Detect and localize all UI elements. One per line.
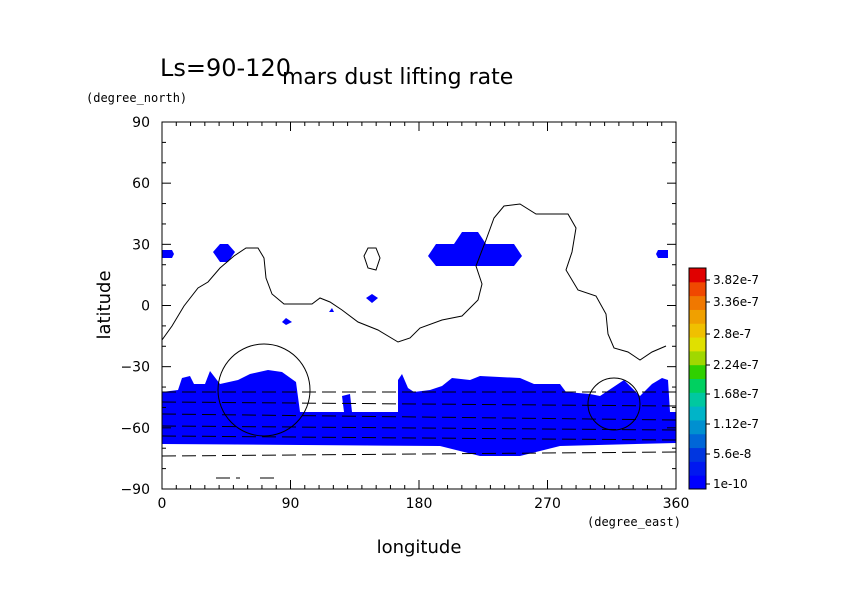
axis-ticks: [161, 121, 677, 490]
x-tick-label: 180: [406, 496, 433, 512]
south-polar-band: [162, 412, 676, 456]
dashed-contour-5: [162, 435, 676, 441]
colorbar-swatch: [689, 378, 706, 393]
contour-lines: [162, 203, 676, 479]
dashed-contour-4: [162, 425, 676, 431]
y-tick-label: 0: [141, 299, 150, 315]
colorbar-swatch: [689, 419, 706, 435]
y-tick-label: 60: [132, 176, 150, 192]
southern-lobe-east: [398, 374, 670, 412]
y-tick-label: −60: [120, 421, 150, 437]
northern-patch-edge-right: [656, 250, 668, 258]
crater-contour-west: [217, 343, 311, 437]
colorbar-label: 5.6e-8: [713, 447, 751, 461]
dashed-contour-6: [162, 451, 676, 457]
x-unit-label: (degree_east): [587, 515, 681, 529]
northern-patch-edge-left: [162, 250, 174, 258]
dashed-contour-3: [162, 413, 676, 421]
northern-patch-east: [428, 232, 522, 266]
colorbar-label: 2.24e-7: [713, 358, 759, 372]
colorbar-swatch: [689, 309, 706, 324]
topo-contour-solid: [162, 203, 667, 361]
dashed-contour-2: [162, 401, 676, 407]
x-tick-labels: 0 90 180 270 360: [158, 496, 690, 512]
colorbar: 3.82e-7 3.36e-7 2.8e-7 2.24e-7 1.68e-7 1.12e-…: [688, 267, 759, 491]
colorbar-label: 1.12e-7: [713, 417, 759, 431]
x-tick-label: 360: [663, 496, 690, 512]
colorbar-label: 3.82e-7: [713, 273, 759, 287]
colorbar-swatch: [689, 295, 706, 310]
colorbar-label: 2.8e-7: [713, 327, 751, 341]
colorbar-swatch: [689, 433, 706, 449]
colorbar-swatch: [689, 323, 706, 338]
lifting-rate-fill: [162, 232, 676, 456]
y-unit-label: (degree_north): [86, 91, 187, 105]
x-tick-label: 0: [158, 496, 167, 512]
colorbar-swatch: [689, 337, 706, 352]
colorbar-swatch: [689, 364, 706, 379]
y-tick-label: −90: [120, 482, 150, 498]
x-tick-label: 90: [282, 496, 300, 512]
colorbar-label: 1e-10: [713, 477, 748, 491]
y-tick-label: 90: [132, 115, 150, 131]
chart-title: mars dust lifting rate: [282, 65, 513, 90]
colorbar-swatch: [689, 461, 706, 476]
colorbar-swatch: [689, 268, 706, 283]
chart-subtitle: Ls=90-120: [160, 54, 291, 82]
y-tick-label: −30: [120, 360, 150, 376]
colorbar-swatch: [689, 475, 706, 490]
colorbar-swatch: [689, 392, 706, 407]
small-patch-c: [329, 308, 334, 312]
x-tick-label: 270: [534, 496, 561, 512]
northern-patch-west: [213, 244, 235, 262]
small-patch-a: [366, 294, 378, 303]
topo-contour-island: [363, 247, 381, 271]
colorbar-label: 3.36e-7: [713, 295, 759, 309]
colorbar-label: 1.68e-7: [713, 387, 759, 401]
colorbar-swatch: [689, 281, 706, 297]
y-tick-labels: 90 60 30 0 −30 −60 −90: [120, 115, 150, 498]
x-axis-label: longitude: [377, 537, 462, 558]
y-axis-label: latitude: [94, 270, 115, 339]
colorbar-swatch: [689, 350, 706, 366]
small-patch-b: [282, 318, 292, 325]
colorbar-swatch: [689, 447, 706, 462]
colorbar-frame: [688, 267, 707, 490]
y-tick-label: 30: [132, 237, 150, 253]
southern-lobe-west: [162, 370, 300, 412]
colorbar-swatch: [689, 406, 706, 421]
